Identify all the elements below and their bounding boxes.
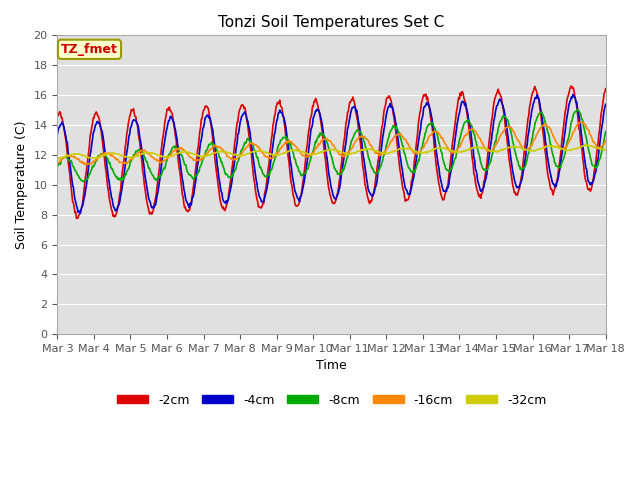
-32cm <box>377 150 385 156</box>
X-axis label: Time: Time <box>316 360 347 372</box>
-16cm <box>602 138 609 144</box>
-32cm <box>581 142 589 148</box>
Line: -2cm: -2cm <box>58 86 605 218</box>
-4cm <box>76 210 84 216</box>
-16cm <box>377 152 385 157</box>
-8cm <box>431 125 439 131</box>
-8cm <box>175 146 182 152</box>
Line: -32cm: -32cm <box>58 145 605 159</box>
-4cm <box>602 101 609 107</box>
-8cm <box>324 142 332 147</box>
-8cm <box>54 164 61 169</box>
Title: Tonzi Soil Temperatures Set C: Tonzi Soil Temperatures Set C <box>218 15 445 30</box>
-32cm <box>198 154 206 159</box>
-32cm <box>54 156 62 162</box>
-4cm <box>54 131 61 137</box>
-32cm <box>175 150 182 156</box>
-2cm <box>602 86 609 92</box>
-16cm <box>431 129 439 134</box>
-4cm <box>569 92 577 97</box>
Text: TZ_fmet: TZ_fmet <box>61 43 118 56</box>
Legend: -2cm, -4cm, -8cm, -16cm, -32cm: -2cm, -4cm, -8cm, -16cm, -32cm <box>112 389 551 411</box>
-8cm <box>198 159 206 165</box>
-16cm <box>82 162 90 168</box>
-2cm <box>54 113 61 119</box>
Line: -4cm: -4cm <box>58 95 605 213</box>
-16cm <box>324 137 332 143</box>
-2cm <box>431 152 439 158</box>
Line: -16cm: -16cm <box>58 122 605 165</box>
-32cm <box>324 147 332 153</box>
-2cm <box>198 115 206 121</box>
-2cm <box>568 83 575 89</box>
-4cm <box>431 138 439 144</box>
-16cm <box>552 139 560 144</box>
Line: -8cm: -8cm <box>58 109 605 181</box>
-16cm <box>577 119 584 125</box>
-4cm <box>377 149 385 155</box>
-8cm <box>377 163 385 168</box>
-4cm <box>198 132 206 138</box>
-32cm <box>552 144 560 150</box>
-32cm <box>54 156 61 161</box>
-2cm <box>552 181 560 187</box>
-16cm <box>175 147 182 153</box>
-32cm <box>431 146 439 152</box>
-16cm <box>54 159 61 165</box>
-8cm <box>552 163 560 169</box>
-4cm <box>552 184 560 190</box>
-8cm <box>602 129 609 134</box>
-2cm <box>324 177 332 183</box>
-2cm <box>72 216 80 221</box>
-2cm <box>175 159 182 165</box>
Y-axis label: Soil Temperature (C): Soil Temperature (C) <box>15 120 28 249</box>
-32cm <box>602 147 609 153</box>
-2cm <box>377 132 385 137</box>
-4cm <box>175 145 182 151</box>
-8cm <box>79 179 87 184</box>
-16cm <box>198 156 206 162</box>
-4cm <box>324 161 332 167</box>
-8cm <box>573 107 581 112</box>
